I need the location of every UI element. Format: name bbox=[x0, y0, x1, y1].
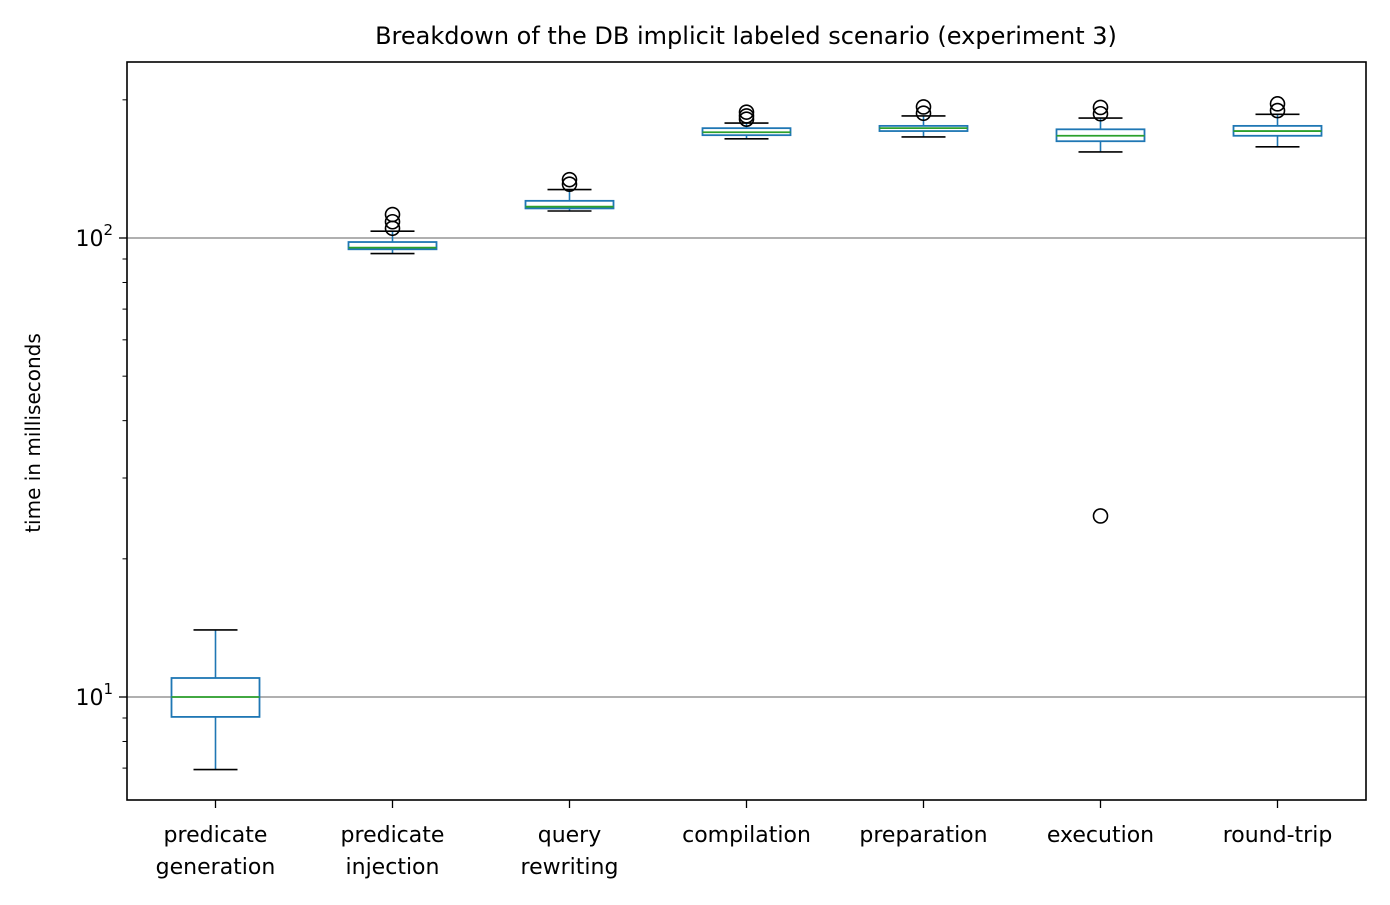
outlier-point bbox=[561, 171, 578, 188]
grid-lines bbox=[127, 237, 1366, 698]
x-tick-label-line: preparation bbox=[859, 823, 987, 848]
x-tick-label: round-trip bbox=[1223, 823, 1333, 848]
x-tick-label-line: round-trip bbox=[1223, 823, 1333, 848]
x-axis-ticks: predicate generation predicate injection que… bbox=[156, 800, 1333, 880]
outlier-point bbox=[1092, 99, 1109, 116]
x-tick-label: preparation bbox=[859, 823, 987, 848]
x-tick-label-line: query bbox=[538, 823, 602, 848]
outlier-point bbox=[738, 108, 755, 124]
y-tick-label-exponent: 1 bbox=[103, 680, 113, 698]
x-tick-label: query rewriting bbox=[521, 823, 619, 880]
plot-area-frame bbox=[126, 61, 1367, 801]
box-preparation bbox=[878, 99, 969, 138]
x-tick-label-line: rewriting bbox=[521, 855, 619, 880]
x-tick-label-line: generation bbox=[156, 855, 276, 880]
outlier-point bbox=[915, 105, 932, 122]
x-tick-label-line: injection bbox=[346, 855, 440, 880]
x-tick-label: execution bbox=[1047, 823, 1154, 848]
outlier-point bbox=[384, 206, 401, 223]
box-query-rewriting bbox=[524, 171, 615, 212]
x-tick-label-line: execution bbox=[1047, 823, 1154, 848]
outlier-point bbox=[915, 99, 932, 115]
chart-title: Breakdown of the DB implicit labeled sce… bbox=[375, 22, 1117, 50]
outlier-point bbox=[1269, 102, 1286, 119]
outlier-point bbox=[1269, 96, 1286, 112]
x-tick-label: predicate generation bbox=[156, 823, 276, 880]
x-tick-label-line: predicate bbox=[164, 823, 268, 848]
y-tick-label: 101 bbox=[75, 680, 113, 711]
y-tick-label-exponent: 2 bbox=[103, 221, 113, 239]
box-execution bbox=[1055, 99, 1146, 524]
outlier-point bbox=[1092, 105, 1109, 122]
iqr-box bbox=[524, 199, 615, 210]
y-axis-ticks: 101 102 bbox=[75, 99, 127, 769]
outlier-point bbox=[384, 213, 401, 230]
y-axis-label: time in milliseconds bbox=[21, 333, 45, 533]
outlier-point bbox=[561, 176, 578, 192]
y-tick-label: 102 bbox=[75, 221, 113, 252]
box-compilation bbox=[701, 104, 792, 140]
box-predicate-injection bbox=[347, 206, 438, 255]
x-tick-label-line: compilation bbox=[682, 823, 811, 848]
box-predicate-generation bbox=[170, 629, 261, 771]
x-tick-label: compilation bbox=[682, 823, 811, 848]
iqr-box bbox=[347, 241, 438, 251]
x-tick-label-line: predicate bbox=[341, 823, 445, 848]
outlier-point bbox=[738, 104, 755, 120]
outlier-point bbox=[1092, 508, 1109, 524]
x-tick-label: predicate injection bbox=[341, 823, 445, 880]
box-series bbox=[170, 96, 1323, 771]
box-round-trip bbox=[1232, 96, 1323, 148]
